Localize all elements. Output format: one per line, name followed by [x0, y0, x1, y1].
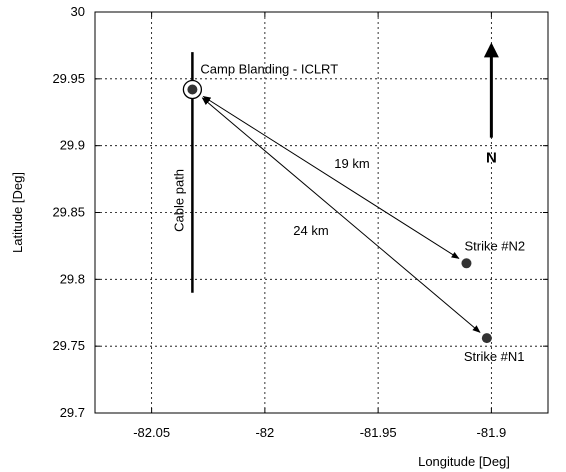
y-tick-label: 29.8: [60, 271, 85, 286]
cable-path-label: Cable path: [171, 169, 186, 232]
point-label: Camp Blanding - ICLRT: [200, 62, 338, 77]
y-tick-labels: 29.7 29.75 29.8 29.85 29.9 29.95 30: [52, 4, 85, 420]
distance-label: 19 km: [334, 156, 369, 171]
x-tick-label: -82: [255, 425, 274, 440]
tick-marks: [95, 11, 548, 414]
y-tick-label: 29.85: [52, 205, 85, 220]
point-label: Strike #N2: [464, 238, 525, 253]
x-tick-label: -81.95: [360, 425, 397, 440]
north-label: N: [486, 150, 497, 167]
data-point: [461, 258, 472, 269]
y-tick-label: 30: [71, 4, 85, 19]
y-tick-label: 29.9: [60, 138, 85, 153]
x-tick-label: -82.05: [133, 425, 170, 440]
distance-arrow: [202, 96, 460, 259]
distance-label: 24 km: [293, 223, 328, 238]
data-point: [187, 84, 198, 95]
y-tick-label: 29.75: [52, 338, 85, 353]
annotations-layer: Cable path N 19 km 24 km: [171, 42, 499, 333]
points-layer: Camp Blanding - ICLRT Strike #N2 Strike #N…: [182, 62, 525, 364]
point-label: Strike #N1: [464, 349, 525, 364]
y-axis-label: Latitude [Deg]: [10, 172, 25, 253]
distance-arrow: [201, 97, 481, 333]
x-tick-label: -81.9: [477, 425, 507, 440]
data-point: [481, 333, 492, 344]
y-tick-label: 29.95: [52, 71, 85, 86]
x-axis-label: Longitude [Deg]: [418, 454, 510, 469]
x-tick-labels: -82.05 -82 -81.95 -81.9: [133, 425, 506, 440]
y-tick-label: 29.7: [60, 405, 85, 420]
